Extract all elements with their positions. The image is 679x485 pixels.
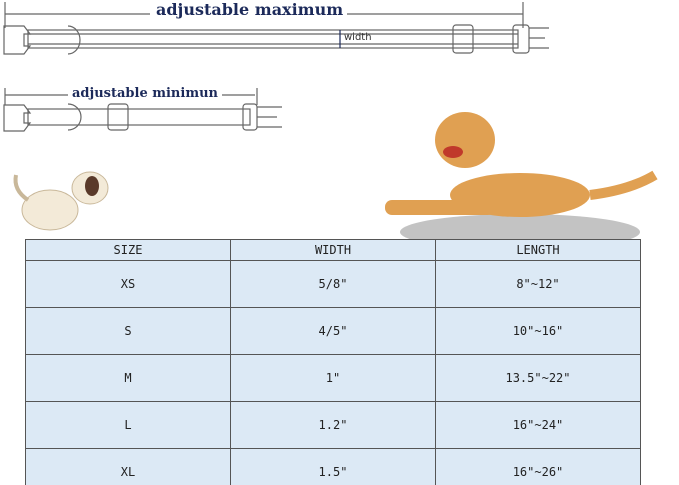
- size-cell: XL: [25, 448, 231, 485]
- header-width: WIDTH: [230, 239, 436, 261]
- length-cell: 8"~12": [435, 260, 641, 308]
- header-size: SIZE: [25, 239, 231, 261]
- length-cell: 13.5"~22": [435, 354, 641, 402]
- length-cell: 16"~26": [435, 448, 641, 485]
- table-row: S 4/5" 10"~16": [25, 307, 641, 355]
- adjustable-maximum-label: adjustable maximum: [152, 0, 348, 19]
- table-row: XL 1.5" 16"~26": [25, 448, 641, 485]
- length-cell: 16"~24": [435, 401, 641, 449]
- table-row: L 1.2" 16"~24": [25, 401, 641, 449]
- width-cell: 1": [230, 354, 436, 402]
- width-cell: 5/8": [230, 260, 436, 308]
- collar-min: [3, 103, 282, 132]
- collar-max: [3, 24, 549, 55]
- header-length: LENGTH: [435, 239, 641, 261]
- size-table: SIZE WIDTH LENGTH XS 5/8" 8"~12" S 4/5" 10"~…: [25, 239, 641, 485]
- size-cell: M: [25, 354, 231, 402]
- table-header: SIZE WIDTH LENGTH: [25, 239, 641, 261]
- length-cell: 10"~16": [435, 307, 641, 355]
- width-cell: 1.2": [230, 401, 436, 449]
- size-cell: XS: [25, 260, 231, 308]
- size-cell: S: [25, 307, 231, 355]
- width-cell: 1.5": [230, 448, 436, 485]
- width-label: width: [344, 32, 372, 43]
- small-dog-illustration: [13, 171, 109, 231]
- size-cell: L: [25, 401, 231, 449]
- table-row: M 1" 13.5"~22": [25, 354, 641, 402]
- golden-dog-illustration: [385, 112, 658, 250]
- adjustable-minimum-label: adjustable minimun: [68, 86, 222, 101]
- table-row: XS 5/8" 8"~12": [25, 260, 641, 308]
- width-cell: 4/5": [230, 307, 436, 355]
